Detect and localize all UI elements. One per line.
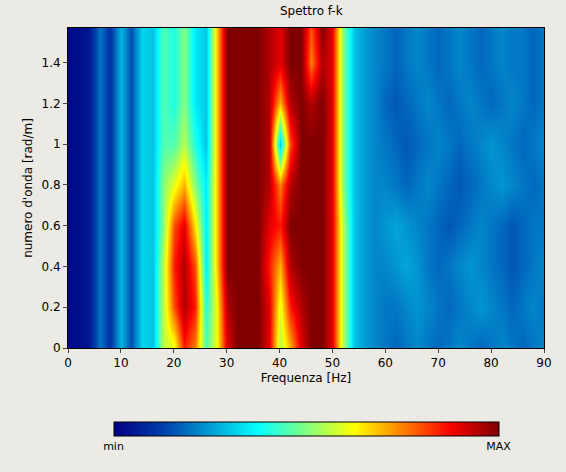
svg-text:0.4: 0.4 (42, 260, 61, 274)
svg-text:1.2: 1.2 (42, 97, 61, 111)
svg-text:50: 50 (325, 356, 340, 370)
svg-text:1.4: 1.4 (42, 56, 61, 70)
svg-text:0: 0 (53, 341, 61, 355)
svg-text:40: 40 (272, 356, 287, 370)
svg-text:90: 90 (536, 356, 551, 370)
svg-text:numero d'onda [rad/m]: numero d'onda [rad/m] (21, 118, 35, 258)
svg-text:20: 20 (166, 356, 181, 370)
svg-text:60: 60 (378, 356, 393, 370)
svg-text:70: 70 (431, 356, 446, 370)
svg-text:1: 1 (53, 137, 61, 151)
svg-text:10: 10 (113, 356, 128, 370)
svg-text:0: 0 (64, 356, 72, 370)
svg-text:MAX: MAX (486, 440, 511, 453)
svg-text:0.8: 0.8 (42, 178, 61, 192)
svg-text:0.6: 0.6 (42, 219, 61, 233)
svg-text:min: min (103, 440, 124, 453)
svg-text:80: 80 (483, 356, 498, 370)
svg-text:0.2: 0.2 (42, 300, 61, 314)
svg-text:Frequenza [Hz]: Frequenza [Hz] (261, 371, 351, 385)
svg-text:30: 30 (219, 356, 234, 370)
svg-text:Spettro f-k: Spettro f-k (280, 4, 343, 18)
